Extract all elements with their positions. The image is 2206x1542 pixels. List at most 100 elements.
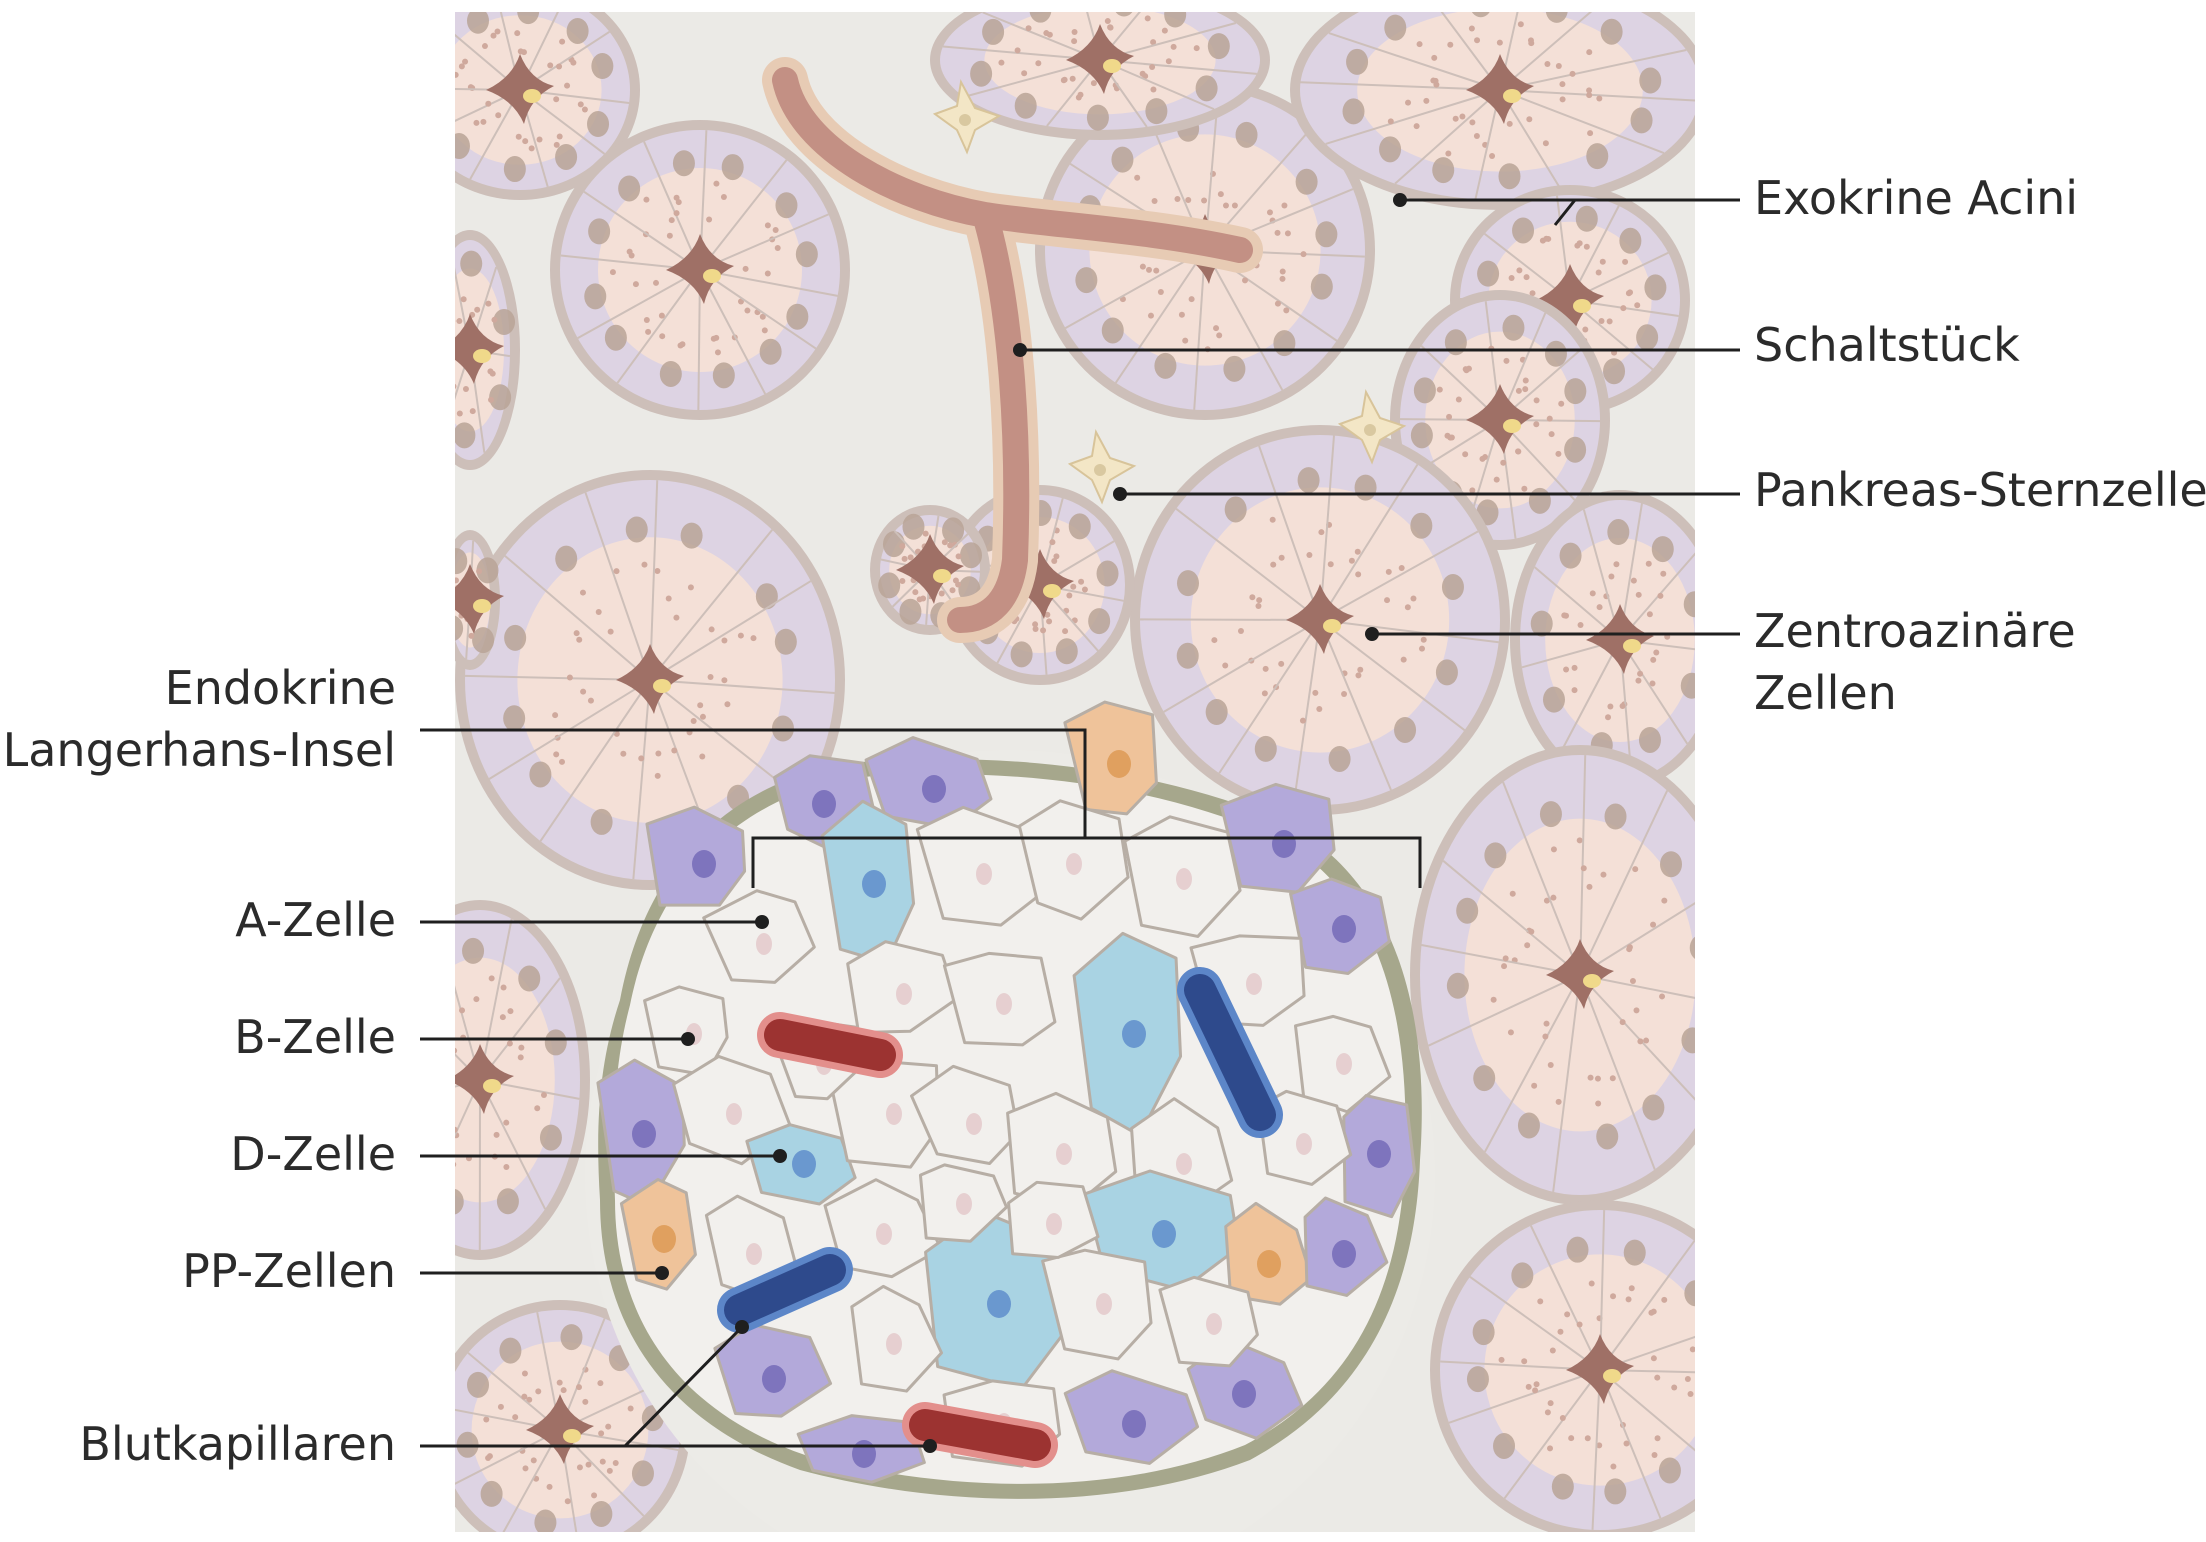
zymogen-granule xyxy=(499,1014,506,1021)
b-cell-nucleus xyxy=(876,1223,892,1245)
zymogen-granule xyxy=(955,553,962,560)
zymogen-granule xyxy=(1650,1355,1657,1362)
zymogen-granule xyxy=(1522,386,1529,393)
zymogen-granule xyxy=(1051,557,1058,564)
centroacinar-cell xyxy=(473,349,491,363)
acinus xyxy=(455,900,590,1260)
zymogen-granule xyxy=(687,584,694,591)
zymogen-granule xyxy=(503,1163,510,1170)
zymogen-granule xyxy=(1278,660,1285,667)
acinar-nucleus xyxy=(499,1337,522,1364)
zymogen-granule xyxy=(1150,39,1157,46)
centroacinar-cell xyxy=(1573,299,1591,313)
zymogen-granule xyxy=(1025,25,1032,32)
cell-border xyxy=(479,918,513,1081)
acinar-nucleus xyxy=(1473,1065,1496,1092)
intercalated-duct xyxy=(762,57,1263,643)
zymogen-granule xyxy=(1161,27,1168,34)
zymogen-granule xyxy=(480,118,487,125)
acinar-nucleus xyxy=(759,338,782,365)
zymogen-granule xyxy=(1165,58,1172,65)
zymogen-granule xyxy=(1242,277,1249,284)
zymogen-granule xyxy=(488,975,495,982)
zymogen-granule xyxy=(1651,1452,1658,1459)
zymogen-granule xyxy=(1627,289,1634,296)
stellate-nucleus xyxy=(1094,464,1106,476)
b-cell-nucleus xyxy=(966,1113,982,1135)
zymogen-granule xyxy=(1608,573,1615,580)
islet-bracket xyxy=(751,836,1422,888)
zymogen-granule xyxy=(455,1162,457,1167)
leader-schaltstueck-dot xyxy=(1013,343,1027,357)
zymogen-granule xyxy=(628,252,635,259)
zymogen-granule xyxy=(1498,1356,1505,1363)
b-cell-nucleus xyxy=(726,1103,742,1125)
zymogen-granule xyxy=(553,751,560,758)
cell-border xyxy=(1258,445,1321,621)
zymogen-granule xyxy=(490,32,497,39)
zymogen-granule xyxy=(1542,140,1549,147)
cell-border xyxy=(1469,1275,1601,1371)
zymogen-granule xyxy=(1632,866,1639,873)
leader-exokrine-branch xyxy=(1553,198,1590,226)
zymogen-granule xyxy=(1637,1038,1644,1045)
cell-border xyxy=(632,679,651,880)
zymogen-granule xyxy=(1620,305,1627,312)
cell-border xyxy=(1114,249,1206,384)
acinar-nucleus xyxy=(1517,1112,1540,1139)
acinar-nucleus xyxy=(1623,1239,1646,1266)
zymogen-granule xyxy=(534,1105,541,1112)
zymogen-granule xyxy=(514,30,521,37)
zymogen-granule xyxy=(1626,946,1633,953)
b-cell-nucleus xyxy=(1066,853,1082,875)
b-cell-nucleus xyxy=(1176,868,1192,890)
b-cell-nucleus xyxy=(1046,1213,1062,1235)
a-cell-nucleus xyxy=(762,1365,786,1393)
acinar-nucleus xyxy=(1224,496,1247,523)
acinar-nucleus xyxy=(455,548,468,575)
zymogen-granule xyxy=(699,713,706,720)
zymogen-granule xyxy=(493,1131,500,1138)
capillary-venous xyxy=(1184,974,1276,1131)
zymogen-granule xyxy=(1151,197,1158,204)
zymogen-granule xyxy=(1533,421,1540,428)
acinus-lumen xyxy=(1066,24,1134,94)
acinar-nucleus xyxy=(1575,205,1598,232)
zymogen-granule xyxy=(1595,269,1602,276)
zymogen-granule xyxy=(1279,275,1286,282)
zymogen-granule xyxy=(721,637,728,644)
zymogen-granule xyxy=(1646,611,1653,618)
zymogen-granule xyxy=(1542,1033,1549,1040)
acinar-nucleus xyxy=(902,513,925,540)
acinar-nucleus xyxy=(493,308,516,335)
zymogen-granule xyxy=(1178,311,1185,318)
acinar-nucleus xyxy=(878,572,901,599)
cell-border xyxy=(1599,1335,1695,1371)
zymogen-granule xyxy=(1462,451,1469,458)
b-cell-nucleus xyxy=(746,1243,762,1265)
zymogen-granule xyxy=(553,141,560,148)
acinar-nucleus xyxy=(1273,330,1296,357)
a-cell-nucleus xyxy=(1272,830,1296,858)
zymogen-granule xyxy=(1516,267,1523,274)
zymogen-granule xyxy=(938,590,945,597)
acinar-nucleus xyxy=(1651,536,1674,563)
zymogen-granule xyxy=(1404,604,1411,611)
acinar-nucleus xyxy=(1493,1432,1516,1459)
acinar-nucleus xyxy=(518,965,541,992)
cell-border xyxy=(1599,1240,1695,1371)
zymogen-granule xyxy=(668,217,675,224)
zymogen-granule xyxy=(607,628,614,635)
acinar-nucleus xyxy=(1644,274,1667,301)
zymogen-granule xyxy=(573,630,580,637)
zymogen-granule xyxy=(1630,577,1637,584)
zymogen-granule xyxy=(1653,649,1660,656)
leader-blutkapillaren-branch xyxy=(623,1325,744,1448)
zymogen-granule xyxy=(1555,62,1562,69)
label-text: Langerhans-Insel xyxy=(2,723,396,777)
zymogen-granule xyxy=(1046,618,1053,625)
acinar-nucleus xyxy=(467,1371,490,1398)
label-endokrine-langerhans-insel: Endokrine Langerhans-Insel xyxy=(3,657,396,781)
cell-border xyxy=(583,190,701,271)
label-a-zelle: A-Zelle xyxy=(235,889,396,951)
